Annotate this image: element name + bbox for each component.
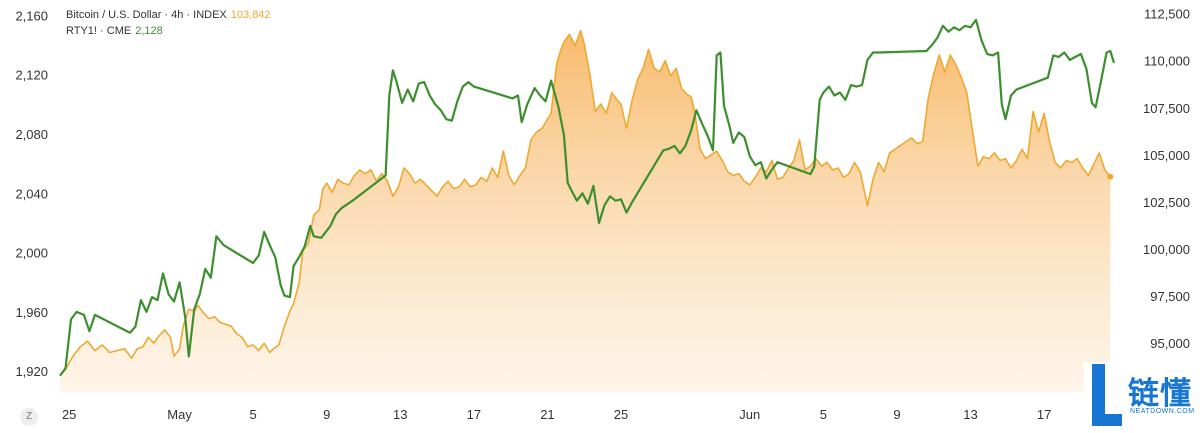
legend-btc-value: 103,842 [230,9,271,21]
right-tick-label: 105,000 [1143,148,1190,163]
btc-area [60,30,1111,392]
logo-text: 链懂 [1128,376,1192,412]
left-tick-label: 2,120 [15,68,48,83]
right-tick-label: 100,000 [1143,242,1190,257]
left-tick-label: 2,160 [15,8,48,23]
legend-rty-name: RTY1! · CME [66,25,132,37]
x-tick-label: 5 [820,407,827,422]
right-tick-label: 97,500 [1150,289,1190,304]
x-tick-label: May [167,407,192,422]
btc-line [59,29,1111,376]
legend-btc-name: Bitcoin / U.S. Dollar · 4h · INDEX [66,9,227,21]
x-tick-label: 17 [1037,407,1051,422]
x-tick-label: 25 [62,407,76,422]
right-axis: 95,000 97,500 100,000 102,500 105,000 107,500… [1143,7,1190,351]
legend-btc: Bitcoin / U.S. Dollar · 4h · INDEX 103,84… [66,7,271,23]
x-tick-label: 21 [540,407,554,422]
left-tick-label: 1,960 [15,305,48,320]
logo: 链懂 NEATDOWN.COM [1084,362,1200,433]
x-tick-label: 13 [393,407,407,422]
right-tick-label: 112,500 [1144,7,1190,22]
x-tick-label: 17 [467,407,481,422]
x-tick-label: 13 [963,407,977,422]
logo-subtext: NEATDOWN.COM [1130,408,1195,415]
right-tick-label: 95,000 [1150,336,1190,351]
x-tick-label: 9 [323,407,330,422]
x-tick-label: 25 [614,407,628,422]
left-tick-label: 2,080 [15,127,48,142]
right-tick-label: 107,500 [1143,101,1190,116]
right-tick-label: 102,500 [1143,195,1190,210]
x-axis: 25 May 5 9 13 17 21 25 Jun 5 9 13 17 [62,407,1051,422]
rty-line [59,18,1116,377]
x-tick-label: 5 [250,407,257,422]
x-tick-label: 9 [893,407,900,422]
x-tick-label: Jun [739,407,760,422]
zoom-button[interactable]: Z [20,408,38,426]
legend: Bitcoin / U.S. Dollar · 4h · INDEX 103,84… [66,7,271,39]
left-tick-label: 2,000 [15,246,48,261]
right-tick-label: 110,000 [1144,54,1190,69]
legend-rty: RTY1! · CME 2,128 [66,23,271,39]
left-tick-label: 2,040 [15,186,48,201]
left-tick-label: 1,920 [15,364,48,379]
logo-mark-icon [1092,364,1105,426]
left-axis: 1,920 1,960 2,000 2,040 2,080 2,120 2,160 [15,8,48,379]
btc-last-dot [1107,173,1114,180]
logo-mark-foot [1092,414,1122,426]
legend-rty-value: 2,128 [135,25,163,37]
